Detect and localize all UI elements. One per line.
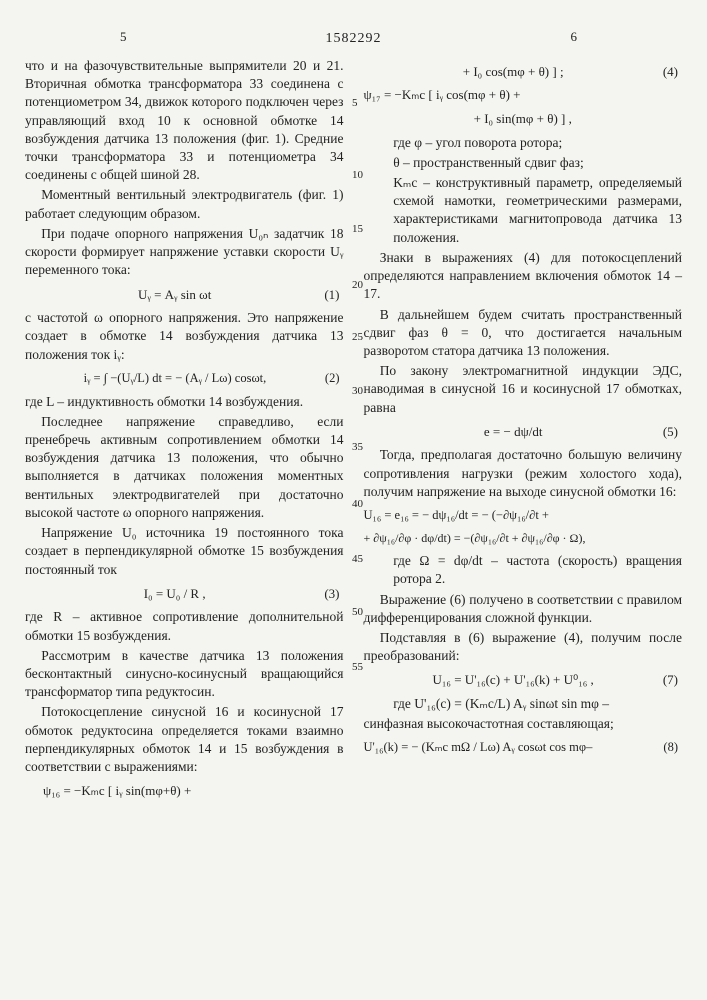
line-number: 50 <box>352 605 363 620</box>
paragraph: Выражение (6) получено в соответствии с … <box>364 591 683 627</box>
definition: где Ω = dφ/dt – частота (скорость) враще… <box>393 552 682 588</box>
equation-2: iᵧ = ∫ −(Uᵧ/L) dt = − (Aᵧ / Lω) cosωt, (… <box>25 370 344 387</box>
paragraph: синфазная высокочастотная составляющая; <box>364 715 683 733</box>
paragraph: Знаки в выражениях (4) для потокосцеплен… <box>364 249 683 304</box>
line-number: 10 <box>352 168 363 183</box>
equation-4b: + I₀ cos(mφ + θ) ] ; (4) <box>364 63 683 81</box>
equation-7: U₁₆ = U'₁₆(c) + U'₁₆(k) + U⁰₁₆ , (7) <box>364 671 683 689</box>
paragraph: Тогда, предполагая достаточно большую ве… <box>364 446 683 501</box>
definition: где L – индуктивность обмотки 14 возбужд… <box>25 393 344 411</box>
paragraph: Потокосцепление синусной 16 и косинусной… <box>25 703 344 776</box>
definition: где φ – угол поворота ротора; <box>393 134 682 152</box>
paragraph: При подаче опорного напряжения U₀ₙ задат… <box>25 225 344 280</box>
paragraph: По закону электромагнитной индукции ЭДС,… <box>364 362 683 417</box>
paragraph: Подставляя в (6) выражение (4), получим … <box>364 629 683 665</box>
left-column: что и на фазочувствительные выпрямители … <box>25 57 344 806</box>
line-number: 40 <box>352 497 363 512</box>
line-number: 35 <box>352 440 363 455</box>
page-number-right: 6 <box>571 28 578 46</box>
equation-1: Uᵧ = Aᵧ sin ωt (1) <box>25 286 344 304</box>
equation-4d: + I₀ sin(mφ + θ) ] , <box>364 110 683 128</box>
equation-4a: ψ₁₆ = −Kₘc [ iᵧ sin(mφ+θ) + <box>43 782 344 800</box>
equation-8: (8) U'₁₆(k) = − (Kₘc mΩ / Lω) Aᵧ cosωt c… <box>364 739 683 756</box>
line-number: 55 <box>352 660 363 675</box>
paragraph: Рассмотрим в качестве датчика 13 положен… <box>25 647 344 702</box>
paragraph: Последнее напряжение справедливо, если п… <box>25 413 344 522</box>
equation-4c: ψ₁₇ = −Kₘc [ iᵧ cos(mφ + θ) + <box>364 86 683 104</box>
definition: θ – пространственный сдвиг фаз; <box>393 154 682 172</box>
line-number: 15 <box>352 222 363 237</box>
equation-3: I₀ = U₀ / R , (3) <box>25 585 344 603</box>
line-number: 45 <box>352 552 363 567</box>
page-number-left: 5 <box>120 28 127 46</box>
definition: где R – активное сопротивление дополните… <box>25 608 344 644</box>
right-column: + I₀ cos(mφ + θ) ] ; (4) ψ₁₇ = −Kₘc [ iᵧ… <box>364 57 683 806</box>
line-number: 5 <box>352 96 358 111</box>
line-number: 30 <box>352 384 363 399</box>
equation-5: e = − dψ/dt (5) <box>364 423 683 441</box>
paragraph: Моментный вентильный электродвигатель (ф… <box>25 186 344 222</box>
line-number: 25 <box>352 330 363 345</box>
paragraph: что и на фазочувствительные выпрямители … <box>25 57 344 185</box>
paragraph: с частотой ω опорного напряжения. Это на… <box>25 309 344 364</box>
line-number: 20 <box>352 278 363 293</box>
equation-6a: U₁₆ = e₁₆ = − dψ₁₆/dt = − (−∂ψ₁₆/∂t + <box>364 507 683 524</box>
definition: Kₘc – конструктивный параметр, определяе… <box>393 174 682 247</box>
definition: где U'₁₆(c) = (Kₘc/L) Aᵧ sinωt sin mφ – <box>393 695 682 713</box>
paragraph: В дальнейшем будем считать пространствен… <box>364 306 683 361</box>
paragraph: Напряжение U₀ источника 19 постоянного т… <box>25 524 344 579</box>
equation-6b: + ∂ψ₁₆/∂φ · dφ/dt) = −(∂ψ₁₆/∂t + ∂ψ₁₆/∂φ… <box>364 530 683 546</box>
